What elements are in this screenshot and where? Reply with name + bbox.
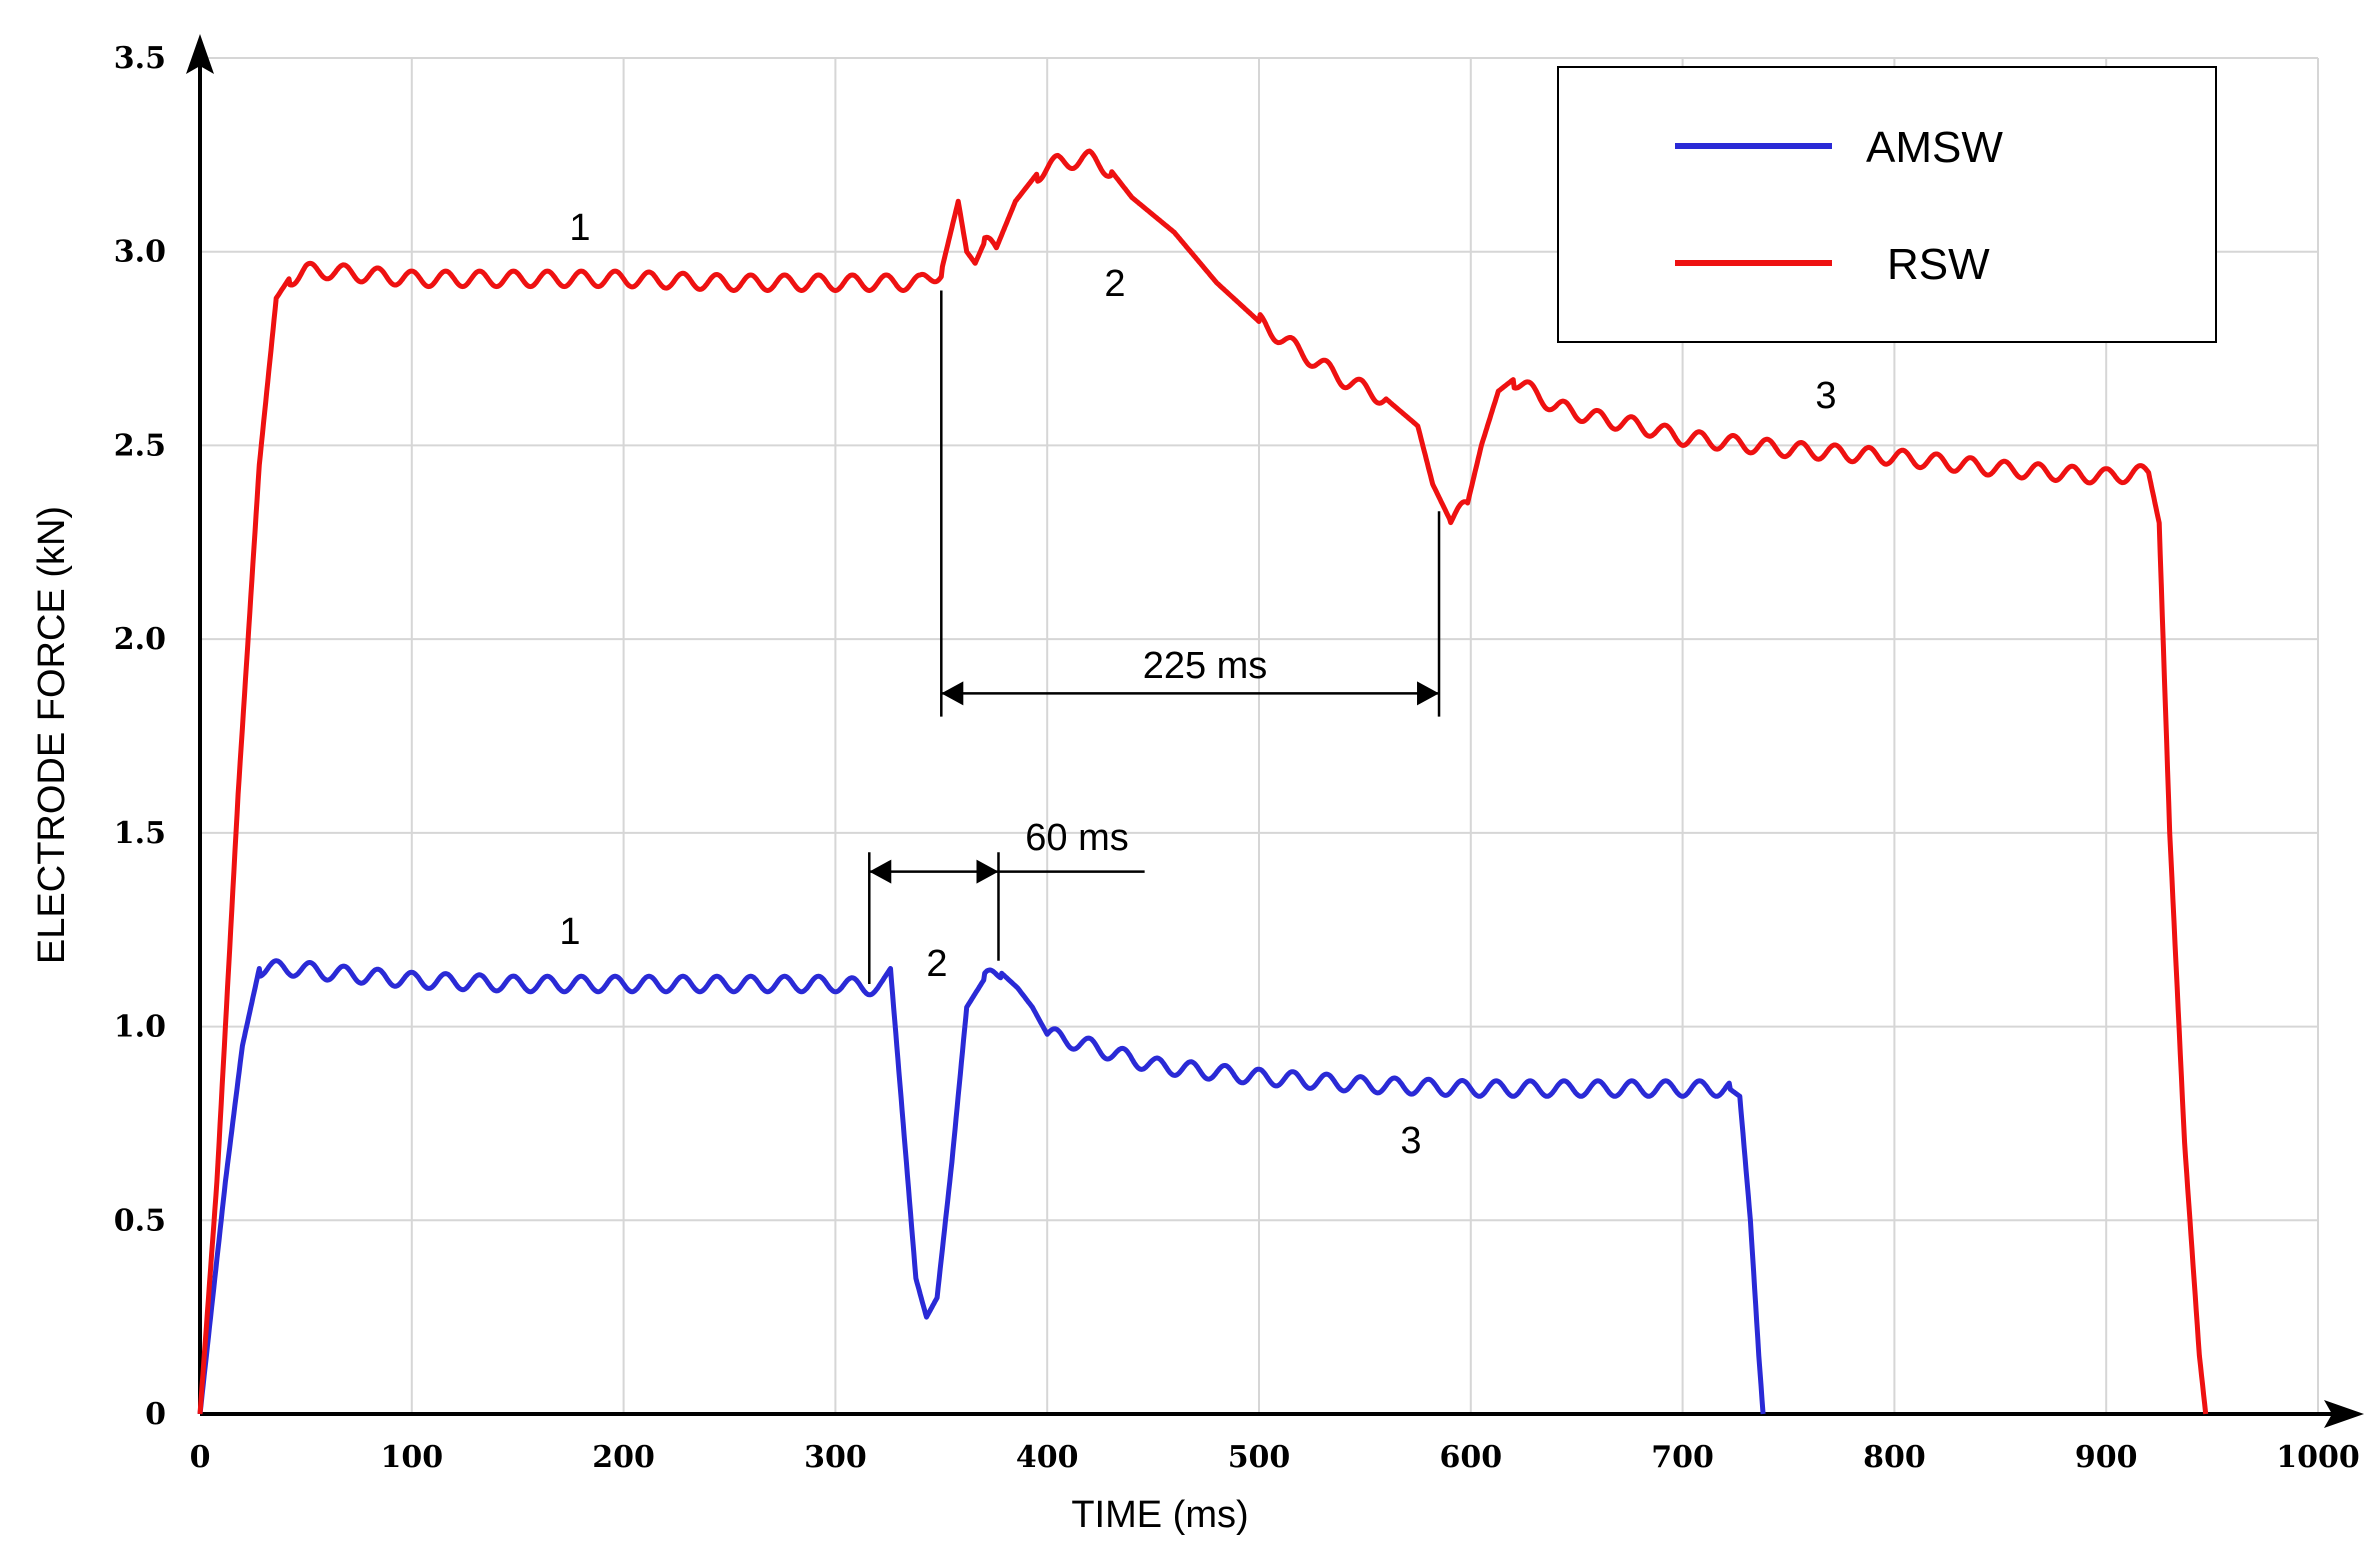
x-tick-label-4: 400: [1016, 1440, 1079, 1475]
rsw-interval-label: 225 ms: [1143, 645, 1268, 687]
y-axis-arrow: [186, 34, 214, 74]
axes: [186, 34, 2364, 1428]
x-axis-title: TIME (ms): [1071, 1494, 1248, 1536]
y-tick-label-7: 3.5: [114, 41, 166, 76]
rsw-label-3: 3: [1815, 375, 1836, 417]
legend-box: [1557, 66, 2217, 343]
legend-label-amsw: AMSW: [1866, 123, 2003, 172]
series-lines: [197, 148, 2209, 1415]
rsw-label-1: 1: [569, 207, 590, 249]
interval-arrowhead: [941, 681, 964, 706]
x-tick-label-10: 1000: [2276, 1440, 2360, 1475]
x-tick-label-7: 700: [1651, 1440, 1714, 1475]
x-tick-label-5: 500: [1228, 1440, 1291, 1475]
amsw-label-3: 3: [1400, 1120, 1421, 1162]
interval-markers: [868, 290, 1441, 984]
tick-labels: 0 100 200 300 400 500 600 700 800 900 1000 0 0.5 1.0 1…: [114, 41, 2360, 1475]
x-tick-label-2: 200: [592, 1440, 655, 1475]
x-axis-arrow: [2324, 1400, 2364, 1428]
amsw-label-1: 1: [559, 911, 580, 953]
y-tick-label-4: 2.0: [114, 622, 166, 657]
interval-arrowhead: [869, 859, 892, 884]
x-tick-label-1: 100: [380, 1440, 443, 1475]
x-tick-label-3: 300: [804, 1440, 867, 1475]
x-tick-label-8: 800: [1863, 1440, 1926, 1475]
series-line-amsw: [197, 958, 1766, 1415]
legend: AMSW RSW: [1557, 66, 2217, 343]
interval-arrowhead: [976, 859, 999, 884]
y-tick-label-0: 0: [145, 1397, 166, 1432]
rsw-label-2: 2: [1104, 263, 1125, 305]
x-tick-label-9: 900: [2075, 1440, 2138, 1475]
x-tick-label-6: 600: [1439, 1440, 1502, 1475]
legend-label-rsw: RSW: [1887, 240, 1990, 289]
amsw-interval-label: 60 ms: [1025, 817, 1128, 859]
y-tick-label-6: 3.0: [114, 235, 166, 270]
amsw-label-2: 2: [926, 943, 947, 985]
y-tick-label-3: 1.5: [114, 816, 166, 851]
y-tick-label-2: 1.0: [114, 1010, 166, 1045]
y-axis-title: ELECTRODE FORCE (kN): [31, 506, 73, 964]
y-tick-label-1: 0.5: [114, 1203, 166, 1238]
interval-arrowhead: [1417, 681, 1440, 706]
x-tick-label-0: 0: [190, 1440, 211, 1475]
series-line-rsw: [197, 148, 2209, 1415]
y-tick-label-5: 2.5: [114, 428, 166, 463]
